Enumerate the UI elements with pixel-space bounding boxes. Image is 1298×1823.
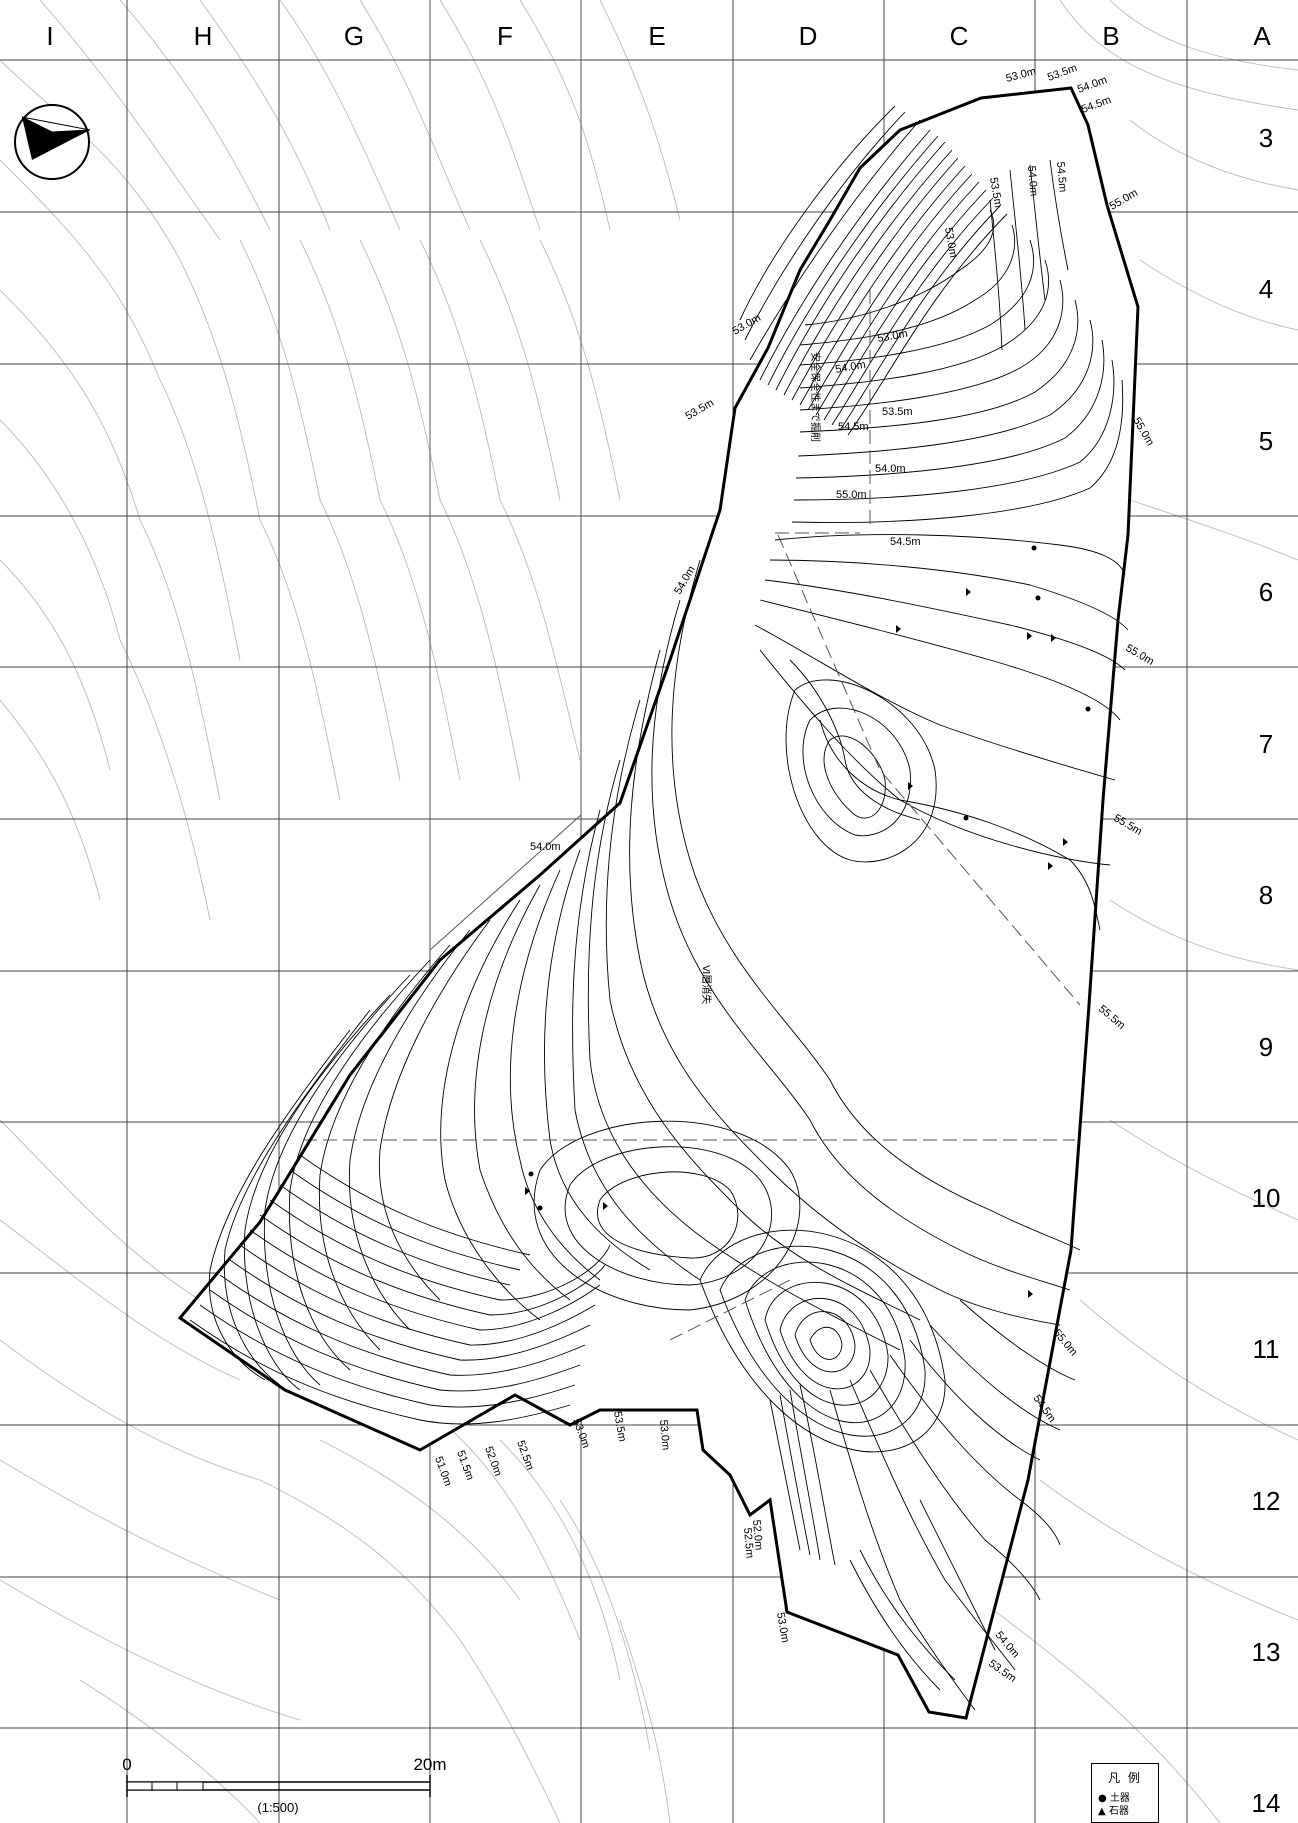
contour-label: 54.5m: [838, 421, 869, 433]
contour-label: 52.5m: [741, 1527, 756, 1559]
pottery-marker: [1085, 706, 1091, 712]
contour-label: 53.5m: [882, 406, 913, 418]
pottery-marker: [528, 1171, 534, 1177]
contour-label: 53.0m: [570, 1417, 592, 1450]
stone-tool-marker: [1048, 862, 1053, 870]
contour-label: 53.5m: [611, 1410, 628, 1442]
layer-note: Ⅵ層消失: [700, 965, 713, 1004]
stone-tool-marker: [1027, 632, 1032, 640]
col-label: A: [1253, 21, 1271, 51]
scale-ratio-label: (1:500): [257, 1800, 298, 1815]
contour-label: 54.5m: [1054, 161, 1069, 193]
contour-label: 54.5m: [1080, 94, 1113, 116]
legend: 凡 例 ● 土器 ▲ 石器: [1091, 1763, 1159, 1823]
col-label: E: [648, 21, 665, 51]
contour-label: 53.5m: [986, 1658, 1018, 1685]
row-label: 13: [1252, 1637, 1281, 1667]
contour-label: 53.5m: [987, 176, 1004, 208]
row-labels: 3 4 5 6 7 8 9 10 11 12 13 14: [1252, 123, 1281, 1818]
stone-tool-marker: [525, 1187, 530, 1195]
row-label: 9: [1259, 1032, 1273, 1062]
legend-item-label: 土器: [1109, 1793, 1130, 1804]
contour-label: 52.5m: [514, 1439, 536, 1472]
scale-zero-label: 0: [122, 1755, 131, 1774]
section-lines: [303, 290, 1081, 1341]
contour-label: 53.0m: [942, 226, 959, 258]
contour-label: 51.0m: [432, 1455, 454, 1488]
stone-tool-marker: [1028, 1290, 1033, 1298]
contour-label: 54.5m: [890, 536, 921, 548]
col-label: F: [497, 21, 513, 51]
contour-label: 54.0m: [530, 841, 561, 853]
col-label: I: [46, 21, 53, 51]
contour-label: 53.0m: [774, 1611, 791, 1643]
trench-note: 安全保全性まで掘削: [809, 352, 822, 442]
pottery-marker: [1035, 595, 1041, 601]
contour-label: 53.0m: [876, 328, 908, 345]
row-label: 8: [1259, 880, 1273, 910]
pottery-symbol-icon: ●: [1098, 1793, 1107, 1804]
col-label: D: [799, 21, 818, 51]
col-label: C: [950, 21, 969, 51]
stone-tool-marker: [1051, 634, 1056, 642]
contour-label: 55.5m: [1112, 812, 1144, 838]
legend-title: 凡 例: [1108, 1771, 1142, 1785]
contour-label: 54.0m: [875, 463, 906, 475]
row-label: 10: [1252, 1183, 1281, 1213]
pottery-marker: [1031, 545, 1037, 551]
stone-tool-marker: [896, 625, 901, 633]
pottery-marker: [537, 1205, 543, 1211]
row-label: 6: [1259, 577, 1273, 607]
contour-label: 54.0m: [993, 1629, 1022, 1660]
contour-label: 54.0m: [834, 359, 866, 376]
contour-label: 55.0m: [1108, 187, 1140, 213]
scale-end-label: 20m: [413, 1755, 446, 1774]
row-label: 7: [1259, 729, 1273, 759]
column-labels: I H G F E D C B A: [46, 21, 1271, 51]
north-arrow-icon: [14, 104, 91, 180]
row-label: 14: [1252, 1788, 1281, 1818]
row-label: 12: [1252, 1486, 1281, 1516]
row-label: 3: [1259, 123, 1273, 153]
stone-tool-symbol-icon: ▲: [1098, 1806, 1106, 1817]
excavation-area-fill: [180, 88, 1138, 1718]
contour-label: 54.0m: [1025, 165, 1040, 197]
contour-label: 54.0m: [1076, 74, 1109, 96]
stone-tool-marker: [908, 782, 913, 790]
excavation-boundary: [177, 86, 1140, 1720]
contour-label: 53.5m: [1046, 62, 1079, 84]
contour-label: 55.0m: [1130, 416, 1156, 448]
contour-label: 53.0m: [657, 1419, 672, 1451]
col-label: H: [194, 21, 213, 51]
col-label: B: [1102, 21, 1119, 51]
row-label: 11: [1253, 1334, 1280, 1364]
stone-tool-marker: [1063, 838, 1068, 846]
old-excavation-outline: [429, 0, 582, 951]
stone-tool-marker: [966, 588, 971, 596]
contour-label: 55.0m: [1124, 642, 1156, 668]
contour-label: 55.5m: [1096, 1003, 1127, 1032]
scale-bar: 0 20m (1:500): [122, 1755, 446, 1815]
contour-label: 55.0m: [836, 489, 867, 501]
legend-item-stone-tool: ▲ 石器: [1098, 1805, 1152, 1818]
pottery-marker: [963, 815, 969, 821]
legend-item-label: 石器: [1108, 1806, 1129, 1817]
contour-label: 52.0m: [750, 1519, 765, 1551]
row-label: 5: [1259, 426, 1273, 456]
legend-item-pottery: ● 土器: [1098, 1792, 1152, 1805]
col-label: G: [344, 21, 364, 51]
row-label: 4: [1259, 274, 1273, 304]
contour-label: 51.5m: [454, 1449, 476, 1482]
contour-label: 53.0m: [731, 312, 763, 338]
excavation-contours: [189, 105, 1129, 1711]
find-markers: [525, 545, 1091, 1298]
contour-label: 52.0m: [482, 1445, 504, 1478]
stone-tool-marker: [603, 1202, 608, 1210]
contour-label: 53.0m: [1005, 65, 1038, 85]
contour-label: 53.5m: [684, 397, 716, 423]
